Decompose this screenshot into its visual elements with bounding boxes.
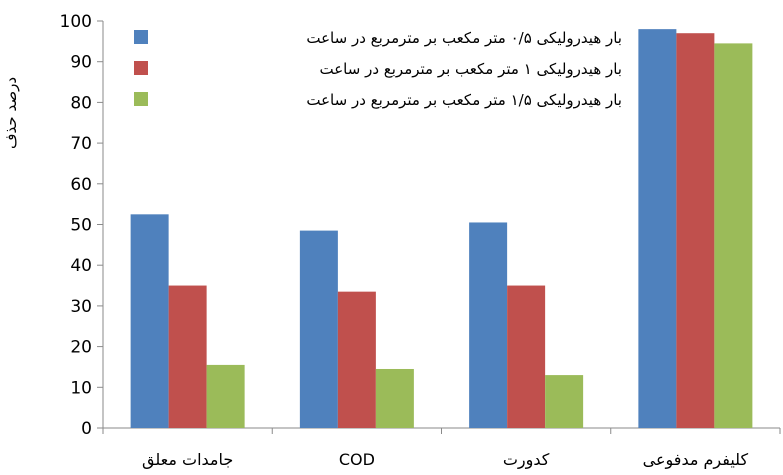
legend: بار هیدرولیکی ۰/۵ متر مکعب بر مترمربع در… bbox=[134, 29, 622, 109]
y-tick-label: 50 bbox=[70, 216, 92, 236]
y-tick-label: 60 bbox=[70, 175, 92, 195]
y-tick-label: 10 bbox=[70, 378, 92, 398]
legend-swatch bbox=[134, 61, 148, 75]
x-category-label: COD bbox=[339, 450, 375, 469]
y-tick-label: 70 bbox=[70, 134, 92, 154]
bar bbox=[206, 364, 245, 428]
bar bbox=[545, 375, 584, 428]
y-tick-label: 90 bbox=[70, 53, 92, 73]
bar bbox=[375, 368, 414, 428]
axes: 0 10 20 30 40 50 60 70 80 90 100 جامدات معلق COD کدور… bbox=[60, 12, 781, 470]
legend-label: بار هیدرولیکی ۱/۵ متر مکعب بر مترمربع در… bbox=[306, 91, 622, 109]
y-tick-label: 80 bbox=[70, 93, 92, 113]
bar bbox=[676, 33, 715, 429]
legend-swatch bbox=[134, 92, 148, 106]
y-tick-label: 100 bbox=[60, 12, 92, 32]
x-category-label: کلیفرم مدفوعی bbox=[643, 450, 749, 470]
legend-label: بار هیدرولیکی ۰/۵ متر مکعب بر مترمربع در… bbox=[306, 29, 622, 47]
bar bbox=[714, 43, 753, 428]
bar bbox=[299, 230, 338, 428]
legend-swatch bbox=[134, 30, 148, 44]
y-tick-label: 20 bbox=[70, 338, 92, 358]
y-tick-label: 40 bbox=[70, 256, 92, 276]
x-category-label: کدورت bbox=[503, 450, 550, 470]
bar bbox=[469, 222, 508, 428]
legend-label: بار هیدرولیکی ۱ متر مکعب بر مترمربع در س… bbox=[319, 60, 622, 78]
y-axis-label: درصد حذف bbox=[2, 77, 20, 149]
y-tick-label: 30 bbox=[70, 297, 92, 317]
bars bbox=[130, 29, 753, 429]
bar bbox=[168, 285, 207, 428]
bar bbox=[337, 291, 376, 428]
bar bbox=[638, 29, 677, 428]
bar bbox=[130, 214, 169, 428]
bar bbox=[507, 285, 546, 428]
x-category-label: جامدات معلق bbox=[142, 450, 233, 470]
y-tick-label: 0 bbox=[81, 419, 92, 439]
